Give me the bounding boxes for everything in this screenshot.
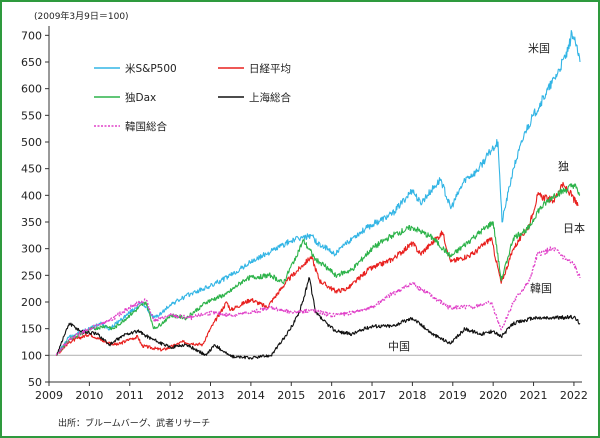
series-line-4 [55, 277, 581, 360]
series-end-label: 中国 [388, 340, 410, 353]
y-tick-label: 400 [21, 189, 42, 202]
legend-label: 日経平均 [249, 62, 291, 75]
y-tick-label: 50 [28, 376, 42, 389]
x-tick-label: 2017 [358, 389, 386, 402]
x-tick-label: 2022 [560, 389, 588, 402]
x-tick-label: 2009 [35, 389, 63, 402]
y-tick-label: 650 [21, 56, 42, 69]
y-tick-label: 100 [21, 349, 42, 362]
series-end-label: 日本 [563, 221, 585, 235]
base-note: (2009年3月9日＝100) [34, 10, 129, 22]
series-line-2 [56, 181, 579, 356]
axes: 50 100 150 200 250 300 350 400 450 500 550 600 650 70… [21, 26, 588, 402]
series-line-3 [55, 183, 581, 356]
legend-label: 独Dax [125, 91, 156, 104]
y-tick-label: 550 [21, 109, 42, 122]
series-line-1 [55, 29, 581, 356]
y-tick-label: 200 [21, 296, 42, 309]
y-tick-label: 300 [21, 243, 42, 256]
y-tick-label: 700 [21, 29, 42, 42]
y-tick-label: 350 [21, 216, 42, 229]
x-tick-label: 2010 [75, 389, 103, 402]
legend-label: 上海総合 [249, 91, 291, 104]
x-tick-label: 2018 [398, 389, 426, 402]
y-tick-label: 500 [21, 136, 42, 149]
x-tick-label: 2011 [116, 389, 144, 402]
y-tick-label: 600 [21, 83, 42, 96]
x-tick-label: 2015 [277, 389, 305, 402]
legend-label: 米S&P500 [125, 62, 177, 75]
x-tick-label: 2016 [318, 389, 346, 402]
series-end-label: 独 [558, 160, 569, 173]
series-end-label: 韓国 [530, 282, 552, 295]
legend-label: 韓国総合 [125, 120, 167, 133]
y-tick-label: 450 [21, 163, 42, 176]
y-tick-label: 250 [21, 269, 42, 282]
series-layer [55, 29, 581, 360]
source-note: 出所：ブルームバーグ、武者リサーチ [58, 417, 210, 429]
series-end-label: 米国 [528, 42, 550, 55]
x-tick-label: 2021 [520, 389, 548, 402]
x-tick-label: 2020 [479, 389, 507, 402]
x-tick-label: 2019 [439, 389, 467, 402]
x-tick-label: 2014 [237, 389, 265, 402]
x-tick-label: 2013 [197, 389, 225, 402]
series-line-5 [55, 246, 581, 356]
x-tick-label: 2012 [156, 389, 184, 402]
y-tick-label: 150 [21, 323, 42, 336]
